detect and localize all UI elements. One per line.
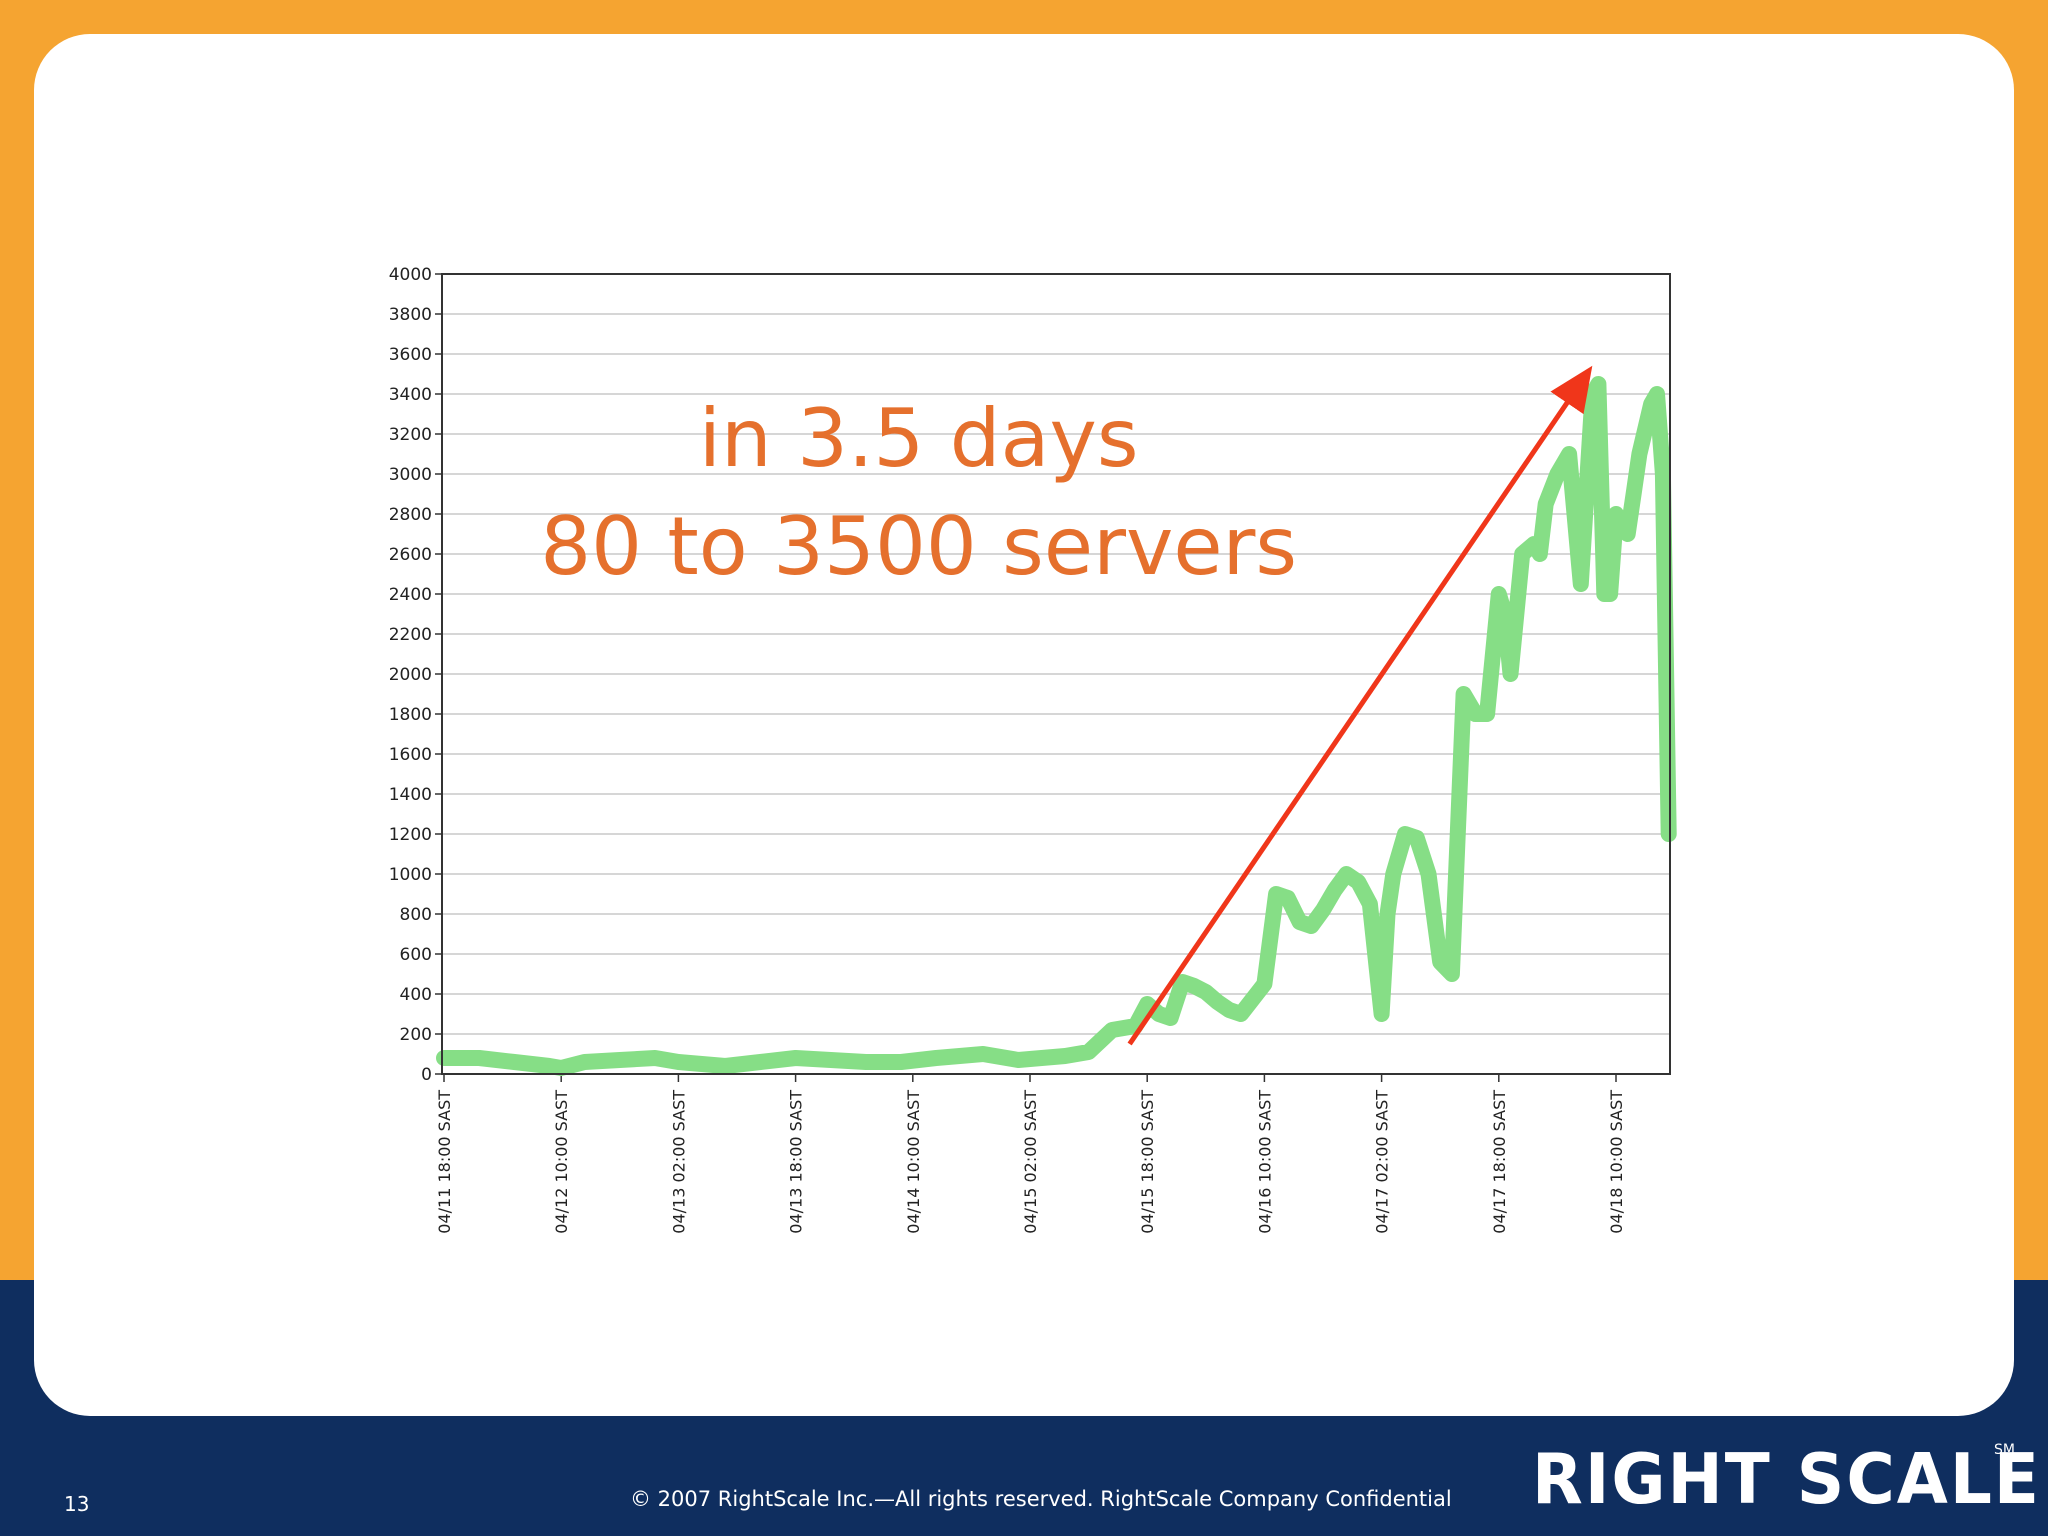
x-tick-label: 04/14 10:00 SAST — [904, 1090, 923, 1234]
y-tick-label: 2200 — [389, 625, 432, 645]
rightscale-logo: RIGHT SCALE SM — [1532, 1439, 2041, 1520]
y-axis: 0 200 400 600 800 1000 1200 1400 1600 1800 2000 220… — [389, 265, 442, 1085]
y-tick-label: 0 — [421, 1065, 432, 1085]
y-tick-label: 4000 — [389, 265, 432, 285]
x-tick-label: 04/12 10:00 SAST — [552, 1090, 571, 1234]
y-tick-label: 3600 — [389, 345, 432, 365]
y-tick-label: 3800 — [389, 305, 432, 325]
y-tick-label: 1000 — [389, 865, 432, 885]
x-tick-label: 04/11 18:00 SAST — [435, 1090, 454, 1234]
x-tick-label: 04/16 10:00 SAST — [1255, 1090, 1274, 1234]
y-tick-label: 1200 — [389, 825, 432, 845]
y-tick-label: 1800 — [389, 705, 432, 725]
x-tick-label: 04/17 18:00 SAST — [1490, 1090, 1509, 1234]
growth-arrow — [1127, 365, 1593, 1046]
slide-number: 13 — [64, 1492, 90, 1516]
y-tick-label: 400 — [400, 985, 432, 1005]
y-tick-label: 1400 — [389, 785, 432, 805]
x-tick-label: 04/15 18:00 SAST — [1138, 1090, 1157, 1234]
x-tick-label: 04/13 18:00 SAST — [787, 1090, 806, 1234]
y-tick-label: 2600 — [389, 545, 432, 565]
logo-text: RIGHT SCALE — [1532, 1439, 2041, 1520]
x-tick-label: 04/17 02:00 SAST — [1373, 1090, 1392, 1234]
annotation-layer: in 3.5 days 80 to 3500 servers — [540, 392, 1297, 593]
plot-frame — [441, 273, 1671, 1075]
x-tick-label: 04/13 02:00 SAST — [669, 1090, 688, 1234]
y-tick-label: 1600 — [389, 745, 432, 765]
x-axis: 04/11 18:00 SAST 04/12 10:00 SAST 04/13 02… — [435, 1074, 1626, 1234]
y-tick-label: 3000 — [389, 465, 432, 485]
annotation-text: in 3.5 days — [699, 392, 1139, 485]
y-tick-label: 200 — [400, 1025, 432, 1045]
logo-service-mark: SM — [1994, 1442, 2015, 1458]
y-tick-label: 2400 — [389, 585, 432, 605]
y-tick-label: 800 — [400, 905, 432, 925]
y-tick-label: 2000 — [389, 665, 432, 685]
y-tick-label: 2800 — [389, 505, 432, 525]
y-tick-label: 3400 — [389, 385, 432, 405]
arrow-layer — [1127, 365, 1593, 1046]
x-tick-label: 04/15 02:00 SAST — [1021, 1090, 1040, 1234]
series-line — [436, 376, 1677, 1076]
annotation-text: 80 to 3500 servers — [540, 500, 1297, 593]
x-tick-label: 04/18 10:00 SAST — [1607, 1090, 1626, 1234]
copyright-text: © 2007 RightScale Inc.—All rights reserv… — [630, 1487, 1452, 1511]
series-layer — [436, 376, 1677, 1076]
y-tick-label: 3200 — [389, 425, 432, 445]
y-tick-label: 600 — [400, 945, 432, 965]
